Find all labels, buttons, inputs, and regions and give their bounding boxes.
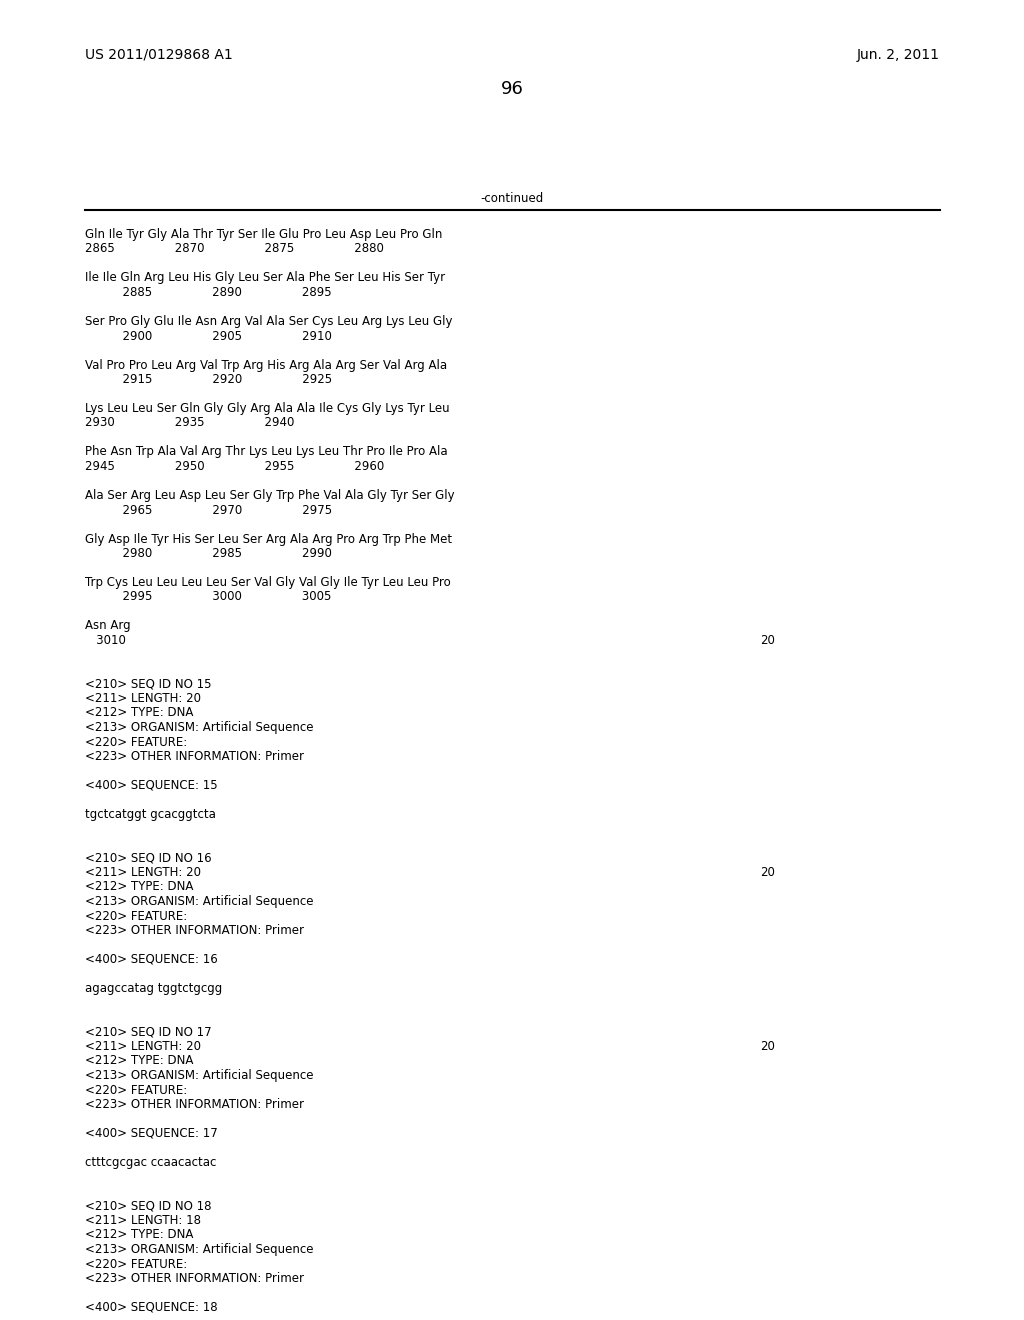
Text: 2945                2950                2955                2960: 2945 2950 2955 2960 bbox=[85, 459, 384, 473]
Text: -continued: -continued bbox=[480, 191, 544, 205]
Text: <212> TYPE: DNA: <212> TYPE: DNA bbox=[85, 1229, 194, 1242]
Text: Gly Asp Ile Tyr His Ser Leu Ser Arg Ala Arg Pro Arg Trp Phe Met: Gly Asp Ile Tyr His Ser Leu Ser Arg Ala … bbox=[85, 532, 453, 545]
Text: <212> TYPE: DNA: <212> TYPE: DNA bbox=[85, 1055, 194, 1068]
Text: <213> ORGANISM: Artificial Sequence: <213> ORGANISM: Artificial Sequence bbox=[85, 721, 313, 734]
Text: <220> FEATURE:: <220> FEATURE: bbox=[85, 1258, 187, 1270]
Text: Jun. 2, 2011: Jun. 2, 2011 bbox=[857, 48, 940, 62]
Text: 2900                2905                2910: 2900 2905 2910 bbox=[85, 330, 332, 342]
Text: ctttcgcgac ccaacactac: ctttcgcgac ccaacactac bbox=[85, 1156, 216, 1170]
Text: 96: 96 bbox=[501, 81, 523, 98]
Text: Val Pro Pro Leu Arg Val Trp Arg His Arg Ala Arg Ser Val Arg Ala: Val Pro Pro Leu Arg Val Trp Arg His Arg … bbox=[85, 359, 447, 371]
Text: 2980                2985                2990: 2980 2985 2990 bbox=[85, 546, 332, 560]
Text: Ser Pro Gly Glu Ile Asn Arg Val Ala Ser Cys Leu Arg Lys Leu Gly: Ser Pro Gly Glu Ile Asn Arg Val Ala Ser … bbox=[85, 315, 453, 327]
Text: <400> SEQUENCE: 18: <400> SEQUENCE: 18 bbox=[85, 1302, 218, 1313]
Text: <213> ORGANISM: Artificial Sequence: <213> ORGANISM: Artificial Sequence bbox=[85, 1243, 313, 1257]
Text: Phe Asn Trp Ala Val Arg Thr Lys Leu Lys Leu Thr Pro Ile Pro Ala: Phe Asn Trp Ala Val Arg Thr Lys Leu Lys … bbox=[85, 446, 447, 458]
Text: <223> OTHER INFORMATION: Primer: <223> OTHER INFORMATION: Primer bbox=[85, 924, 304, 937]
Text: Lys Leu Leu Ser Gln Gly Gly Arg Ala Ala Ile Cys Gly Lys Tyr Leu: Lys Leu Leu Ser Gln Gly Gly Arg Ala Ala … bbox=[85, 403, 450, 414]
Text: <212> TYPE: DNA: <212> TYPE: DNA bbox=[85, 880, 194, 894]
Text: Trp Cys Leu Leu Leu Leu Ser Val Gly Val Gly Ile Tyr Leu Leu Pro: Trp Cys Leu Leu Leu Leu Ser Val Gly Val … bbox=[85, 576, 451, 589]
Text: <400> SEQUENCE: 15: <400> SEQUENCE: 15 bbox=[85, 779, 218, 792]
Text: Ile Ile Gln Arg Leu His Gly Leu Ser Ala Phe Ser Leu His Ser Tyr: Ile Ile Gln Arg Leu His Gly Leu Ser Ala … bbox=[85, 272, 445, 285]
Text: <210> SEQ ID NO 17: <210> SEQ ID NO 17 bbox=[85, 1026, 212, 1039]
Text: <400> SEQUENCE: 16: <400> SEQUENCE: 16 bbox=[85, 953, 218, 966]
Text: 2915                2920                2925: 2915 2920 2925 bbox=[85, 374, 332, 385]
Text: 2885                2890                2895: 2885 2890 2895 bbox=[85, 286, 332, 300]
Text: <211> LENGTH: 20: <211> LENGTH: 20 bbox=[85, 866, 201, 879]
Text: <213> ORGANISM: Artificial Sequence: <213> ORGANISM: Artificial Sequence bbox=[85, 895, 313, 908]
Text: <213> ORGANISM: Artificial Sequence: <213> ORGANISM: Artificial Sequence bbox=[85, 1069, 313, 1082]
Text: 2930                2935                2940: 2930 2935 2940 bbox=[85, 417, 294, 429]
Text: <223> OTHER INFORMATION: Primer: <223> OTHER INFORMATION: Primer bbox=[85, 750, 304, 763]
Text: Gln Ile Tyr Gly Ala Thr Tyr Ser Ile Glu Pro Leu Asp Leu Pro Gln: Gln Ile Tyr Gly Ala Thr Tyr Ser Ile Glu … bbox=[85, 228, 442, 242]
Text: <210> SEQ ID NO 15: <210> SEQ ID NO 15 bbox=[85, 677, 212, 690]
Text: <220> FEATURE:: <220> FEATURE: bbox=[85, 909, 187, 923]
Text: <212> TYPE: DNA: <212> TYPE: DNA bbox=[85, 706, 194, 719]
Text: <211> LENGTH: 20: <211> LENGTH: 20 bbox=[85, 1040, 201, 1053]
Text: Ala Ser Arg Leu Asp Leu Ser Gly Trp Phe Val Ala Gly Tyr Ser Gly: Ala Ser Arg Leu Asp Leu Ser Gly Trp Phe … bbox=[85, 488, 455, 502]
Text: <223> OTHER INFORMATION: Primer: <223> OTHER INFORMATION: Primer bbox=[85, 1272, 304, 1284]
Text: <400> SEQUENCE: 17: <400> SEQUENCE: 17 bbox=[85, 1127, 218, 1140]
Text: 20: 20 bbox=[760, 634, 775, 647]
Text: <220> FEATURE:: <220> FEATURE: bbox=[85, 735, 187, 748]
Text: 2865                2870                2875                2880: 2865 2870 2875 2880 bbox=[85, 243, 384, 256]
Text: tgctcatggt gcacggtcta: tgctcatggt gcacggtcta bbox=[85, 808, 216, 821]
Text: <211> LENGTH: 18: <211> LENGTH: 18 bbox=[85, 1214, 201, 1228]
Text: 2965                2970                2975: 2965 2970 2975 bbox=[85, 503, 332, 516]
Text: <211> LENGTH: 20: <211> LENGTH: 20 bbox=[85, 692, 201, 705]
Text: 3010: 3010 bbox=[85, 634, 126, 647]
Text: 20: 20 bbox=[760, 1040, 775, 1053]
Text: <210> SEQ ID NO 16: <210> SEQ ID NO 16 bbox=[85, 851, 212, 865]
Text: 2995                3000                3005: 2995 3000 3005 bbox=[85, 590, 332, 603]
Text: <223> OTHER INFORMATION: Primer: <223> OTHER INFORMATION: Primer bbox=[85, 1098, 304, 1111]
Text: Asn Arg: Asn Arg bbox=[85, 619, 131, 632]
Text: agagccatag tggtctgcgg: agagccatag tggtctgcgg bbox=[85, 982, 222, 995]
Text: US 2011/0129868 A1: US 2011/0129868 A1 bbox=[85, 48, 232, 62]
Text: <210> SEQ ID NO 18: <210> SEQ ID NO 18 bbox=[85, 1200, 212, 1213]
Text: 20: 20 bbox=[760, 866, 775, 879]
Text: <220> FEATURE:: <220> FEATURE: bbox=[85, 1084, 187, 1097]
